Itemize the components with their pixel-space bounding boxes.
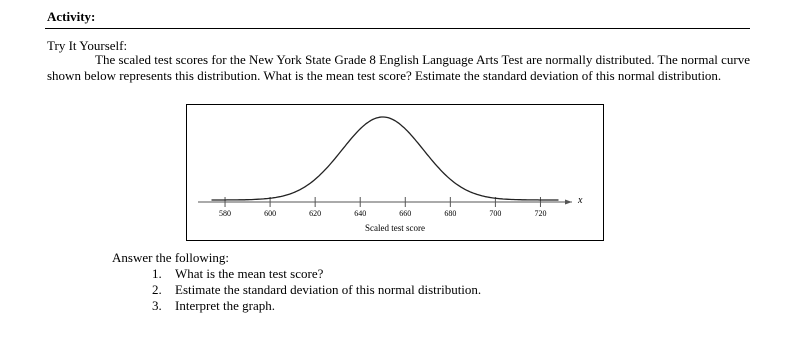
figure: x 580 600 620 640 660 680 700 720 Scaled test sco… [186,104,604,241]
x-axis-label: Scaled test score [365,223,425,233]
figure-border [186,104,604,241]
question-number: 1. [152,266,162,281]
axis-arrow [565,199,572,205]
normal-curve [211,116,559,201]
question-text: Interpret the graph. [175,298,275,313]
x-tick-label: 600 [264,209,276,218]
title-rule [45,28,750,29]
x-tick-label: 660 [399,209,411,218]
question-text: What is the mean test score? [175,266,324,281]
activity-title: Activity: [47,9,96,24]
x-tick-label: 680 [444,209,456,218]
x-tick-label: 620 [309,209,321,218]
question-text: Estimate the standard deviation of this … [175,282,482,297]
problem-text: The scaled test scores for the New York … [47,52,750,83]
x-tick-label: 580 [219,209,231,218]
subtitle: Try It Yourself: [47,38,128,53]
axis-variable: x [577,195,583,206]
question-number: 2. [152,282,162,297]
questions-intro: Answer the following: [112,250,229,265]
x-tick-label: 720 [534,209,546,218]
question-number: 3. [152,298,162,313]
x-tick-label: 700 [489,209,501,218]
x-tick-label: 640 [354,209,366,218]
